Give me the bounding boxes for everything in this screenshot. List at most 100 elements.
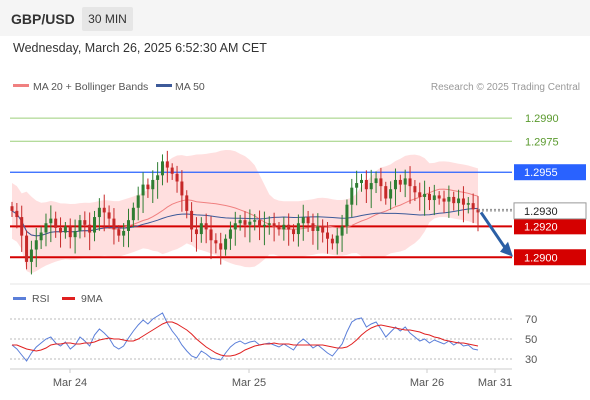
candle [471,203,475,210]
candle [253,220,257,222]
candle [219,243,223,250]
candle [330,238,334,244]
level-label-1.2920-box [514,218,586,235]
candle [112,218,116,230]
candle [44,223,48,233]
candle [59,227,63,233]
candle [165,161,169,168]
candle [432,195,436,201]
candle [364,179,368,190]
candle [78,220,82,231]
candle [423,193,427,197]
forecast-arrow-shaft [479,211,509,252]
candle [262,224,266,227]
candle [272,223,276,227]
candle [301,217,305,224]
x-tick-label: Mar 31 [478,377,512,389]
level-label-1.2900: 1.2900 [524,252,558,264]
candle [102,207,106,213]
candle [461,198,465,205]
rsi-9ma-line [12,321,479,357]
candle [326,232,330,239]
candle [359,179,364,184]
candle [190,210,194,230]
candle [199,223,203,235]
legend-rsi-label: RSI [32,293,50,305]
legend-rsi-swatch [13,297,26,300]
candle [267,223,271,225]
candle [306,217,310,224]
rsi-tick-70: 70 [525,314,537,326]
candle [25,235,29,262]
candle [355,183,359,188]
candle [393,179,397,190]
candle [287,224,291,230]
candle [233,223,237,230]
candle [126,220,131,231]
candle [73,230,77,238]
candle [68,226,72,238]
level-label-1.2900-box [514,249,586,266]
candle [437,195,441,199]
price-panel: 1.2990 1.2975 1.2955 1.2920 1.2900 1.2930 [10,113,587,275]
candle [107,212,111,219]
level-label-1.2975: 1.2975 [525,136,559,148]
candle [136,195,140,208]
candle [379,178,383,187]
candle [277,226,281,230]
candle [29,249,33,262]
candle [282,224,286,230]
candle [248,221,252,225]
forecast-arrow-head [500,241,513,257]
interval-badge[interactable]: 30 MIN [82,7,133,31]
header-bar: GBP/USD 30 MIN [0,0,590,36]
candle [151,179,155,190]
legend-ma50-swatch [156,84,172,87]
legend-ma20-label: MA 20 + Bollinger Bands [33,81,148,93]
candle [83,220,87,225]
legend-ma20-swatch [13,84,29,87]
level-label-1.2955: 1.2955 [524,167,558,179]
candle [146,184,150,190]
candle [350,187,354,205]
rsi-line [11,312,479,362]
candle [321,226,325,233]
candle [452,196,456,204]
copyright: Research © 2025 Trading Central [431,82,580,93]
candle [238,220,242,224]
candle [389,189,393,199]
candle [170,167,174,174]
candle [340,226,344,236]
candle [175,173,179,182]
candle [180,181,184,196]
timestamp: Wednesday, March 26, 2025 6:52:30 AM CET [13,41,267,55]
x-tick-label: Mar 25 [232,377,266,389]
candle [54,218,58,228]
candle [39,232,43,241]
candle [427,193,431,201]
candle [88,224,92,233]
candle [296,223,300,235]
candle [447,196,451,202]
last-price-box [513,202,587,220]
candle [413,186,417,193]
candle [34,240,38,250]
candle [117,229,121,236]
candle [466,203,470,205]
level-label-1.2920: 1.2920 [524,221,558,233]
candle [10,206,14,211]
candle [258,220,262,227]
candle [345,204,349,227]
candle [292,229,296,235]
candle [156,175,160,180]
candle [194,229,198,235]
candle [228,229,232,239]
candle [63,226,67,233]
x-tick-label: Mar 26 [410,377,444,389]
rsi-panel: 70 50 30 [10,312,537,366]
candle [131,207,135,221]
candle [185,195,189,211]
candle [224,238,228,250]
candle [311,223,315,231]
